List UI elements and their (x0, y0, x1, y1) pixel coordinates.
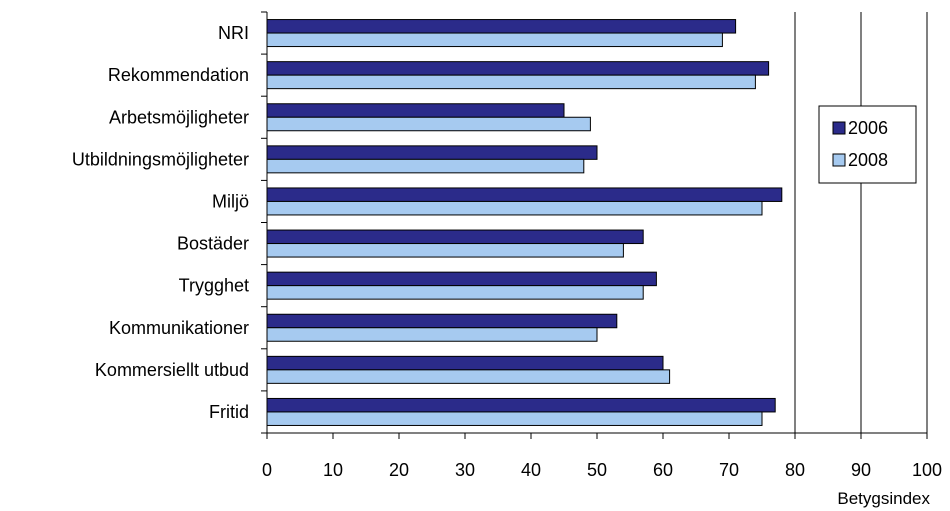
bars (266, 19, 783, 426)
x-tick-label-40: 40 (521, 460, 541, 480)
category-label: Miljö (212, 191, 249, 211)
x-tick-label-80: 80 (785, 460, 805, 480)
legend: 2006 2008 (818, 105, 917, 184)
bar-2008-3 (266, 158, 585, 174)
bar-2006-9 (266, 397, 776, 413)
x-tick-label-70: 70 (719, 460, 739, 480)
x-axis-title: Betygsindex (837, 489, 930, 508)
x-tick-label-20: 20 (389, 460, 409, 480)
bar-2008-6 (266, 285, 644, 300)
x-tick-label-10: 10 (323, 460, 343, 480)
bar-2008-4 (266, 200, 763, 216)
bar-2008-9 (266, 411, 763, 426)
bar-2006-4 (266, 187, 783, 202)
x-tick-label-100: 100 (912, 460, 942, 480)
category-label: Kommersiellt utbud (95, 360, 249, 380)
legend-box (818, 105, 917, 184)
tick-labels: 0 10 20 30 40 50 60 70 80 90 100 (262, 460, 942, 480)
bar-2006-2 (266, 103, 565, 118)
category-label: Kommunikationer (109, 318, 249, 338)
legend-swatch-2008 (832, 153, 846, 167)
category-label: Fritid (209, 402, 249, 422)
category-label: Arbetsmöjligheter (109, 107, 249, 127)
x-tick-label-50: 50 (587, 460, 607, 480)
bar-2006-5 (266, 229, 644, 245)
bar-2008-5 (266, 243, 624, 258)
x-tick-label-30: 30 (455, 460, 475, 480)
category-label: NRI (218, 23, 249, 43)
bar-2008-7 (266, 327, 598, 342)
x-tick-label-60: 60 (653, 460, 673, 480)
legend-label-2006: 2006 (848, 118, 888, 138)
x-tick-label-0: 0 (262, 460, 272, 480)
bar-2006-3 (266, 145, 598, 160)
bar-2008-0 (266, 32, 723, 48)
legend-label-2008: 2008 (848, 150, 888, 170)
legend-swatch-2006 (832, 121, 846, 135)
axes (261, 11, 928, 439)
x-tick-label-90: 90 (851, 460, 871, 480)
category-label: Trygghet (179, 276, 249, 296)
bar-2006-8 (266, 355, 664, 371)
category-labels: NRI Rekommendation Arbetsmöjligheter Utbild… (72, 23, 249, 422)
bar-2006-6 (266, 271, 657, 287)
category-label: Utbildningsmöjligheter (72, 149, 249, 169)
category-label: Rekommendation (108, 65, 249, 85)
bar-2006-7 (266, 313, 618, 329)
bar-2008-2 (266, 116, 591, 132)
bar-2006-1 (266, 61, 770, 76)
bar-2008-8 (266, 369, 671, 384)
category-label: Bostäder (177, 234, 249, 254)
gridlines (794, 12, 928, 433)
bar-2008-1 (266, 74, 756, 90)
bar-2006-0 (266, 19, 737, 34)
